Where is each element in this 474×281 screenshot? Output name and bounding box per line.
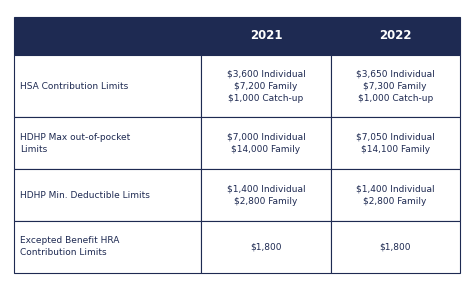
Text: $7,050 Individual
$14,100 Family: $7,050 Individual $14,100 Family	[356, 133, 435, 154]
Bar	[330, 55, 460, 117]
Bar	[330, 17, 460, 55]
Bar	[201, 221, 330, 273]
Bar	[14, 169, 201, 221]
Bar	[14, 55, 201, 117]
Bar	[201, 55, 330, 117]
Bar	[330, 169, 460, 221]
Text: Excepted Benefit HRA
Contribution Limits: Excepted Benefit HRA Contribution Limits	[20, 236, 119, 257]
Bar	[330, 117, 460, 169]
Bar	[14, 221, 201, 273]
Text: $3,650 Individual
$7,300 Family
$1,000 Catch-up: $3,650 Individual $7,300 Family $1,000 C…	[356, 69, 435, 103]
Text: HDHP Max out-of-pocket
Limits: HDHP Max out-of-pocket Limits	[20, 133, 130, 154]
Bar	[330, 221, 460, 273]
Bar	[201, 117, 330, 169]
Bar	[14, 117, 201, 169]
Text: $1,400 Individual
$2,800 Family: $1,400 Individual $2,800 Family	[227, 184, 305, 206]
Text: $1,800: $1,800	[250, 242, 282, 251]
Text: HSA Contribution Limits: HSA Contribution Limits	[20, 81, 128, 90]
Text: $1,800: $1,800	[379, 242, 411, 251]
Text: $3,600 Individual
$7,200 Family
$1,000 Catch-up: $3,600 Individual $7,200 Family $1,000 C…	[227, 69, 305, 103]
Bar	[14, 17, 201, 55]
Text: 2021: 2021	[250, 29, 282, 42]
Text: $1,400 Individual
$2,800 Family: $1,400 Individual $2,800 Family	[356, 184, 435, 206]
Bar	[201, 17, 330, 55]
Text: $7,000 Individual
$14,000 Family: $7,000 Individual $14,000 Family	[227, 133, 305, 154]
Text: 2022: 2022	[379, 29, 411, 42]
Text: HDHP Min. Deductible Limits: HDHP Min. Deductible Limits	[20, 191, 150, 200]
Bar	[201, 169, 330, 221]
